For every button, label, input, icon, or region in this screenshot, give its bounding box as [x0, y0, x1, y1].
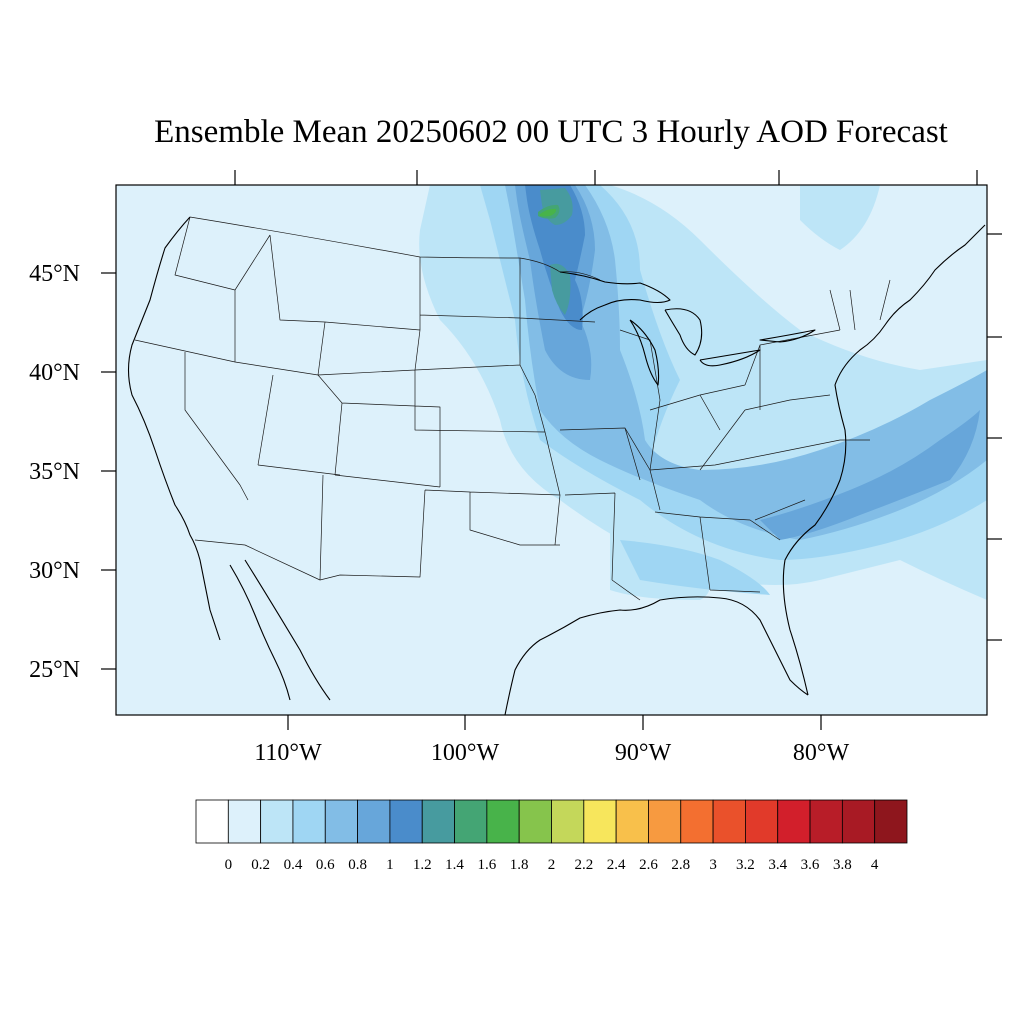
- great-lakes: [559, 271, 816, 386]
- latitude-labels: 45°N 40°N 35°N 30°N 25°N: [29, 261, 80, 683]
- colorbar-label: 3.8: [833, 857, 852, 873]
- colorbar-swatch: [583, 799, 617, 844]
- colorbar-swatch: [615, 799, 649, 844]
- colorbar-label: 2.2: [574, 857, 593, 873]
- colorbar-swatch: [841, 799, 876, 844]
- colorbar-label: 1: [386, 857, 394, 873]
- map-panel: 110°W 100°W 90°W 80°W 45°N 40°N 35°N 30°…: [29, 170, 1002, 766]
- lon-label: 110°W: [254, 740, 322, 766]
- baja-gulf-coast: [229, 559, 331, 701]
- colorbar-swatch: [809, 799, 843, 844]
- colorbar-label: 1.6: [477, 857, 496, 873]
- aod-contour-1.6-1.8: [540, 208, 557, 217]
- lat-label: 25°N: [29, 657, 80, 683]
- colorbar-label: 1.8: [510, 857, 529, 873]
- colorbar-swatch: [486, 799, 520, 844]
- colorbar: 0 0.2 0.4 0.6 0.8 1 1.2 1.4 1.6 1.8 2 2.2 2.4 2.6 2.8 3…: [195, 799, 908, 873]
- colorbar-label: 2.8: [671, 857, 690, 873]
- lon-label: 100°W: [431, 740, 500, 766]
- aod-contour-0.6-0.8: [505, 185, 987, 540]
- colorbar-label: 2.4: [607, 857, 626, 873]
- colorbar-label: 3.2: [736, 857, 755, 873]
- longitude-labels: 110°W 100°W 90°W 80°W: [254, 740, 849, 766]
- colorbar-swatch: [712, 799, 746, 844]
- lat-label: 30°N: [29, 558, 80, 584]
- colorbar-swatch: [324, 799, 358, 844]
- coastlines: [127, 216, 986, 715]
- colorbar-swatch: [745, 799, 779, 844]
- colorbar-swatch: [195, 799, 229, 844]
- colorbar-swatch: [227, 799, 262, 844]
- colorbar-swatch: [777, 799, 811, 844]
- gulf-coast: [504, 596, 809, 715]
- aod-field: [419, 185, 987, 600]
- colorbar-swatch: [260, 799, 294, 844]
- lat-label: 40°N: [29, 360, 80, 386]
- colorbar-swatch: [518, 799, 552, 844]
- lat-label: 35°N: [29, 459, 80, 485]
- colorbar-label: 0.2: [251, 857, 270, 873]
- aod-contour-0.4-0.6-gulf: [620, 540, 770, 595]
- map-frame: [115, 184, 988, 716]
- colorbar-label: 0.8: [348, 857, 367, 873]
- state-borders: [134, 216, 891, 601]
- colorbar-swatch: [680, 799, 714, 844]
- colorbar-label: 1.2: [413, 857, 432, 873]
- colorbar-label: 2.6: [639, 857, 658, 873]
- colorbar-label: 0: [225, 857, 233, 873]
- colorbar-swatch: [421, 799, 455, 844]
- colorbar-label: 3.4: [768, 857, 787, 873]
- lon-label: 90°W: [615, 740, 672, 766]
- colorbar-label: 3.6: [801, 857, 820, 873]
- colorbar-swatch: [292, 799, 326, 844]
- colorbar-label: 2: [548, 857, 556, 873]
- colorbar-label: 0.6: [316, 857, 335, 873]
- colorbar-swatch: [357, 799, 391, 844]
- atlantic-coast: [782, 224, 986, 696]
- colorbar-swatch: [874, 799, 908, 844]
- lat-label: 45°N: [29, 261, 80, 287]
- colorbar-label: 0.4: [284, 857, 303, 873]
- aod-contour-0.8-1.0-se: [760, 410, 980, 540]
- colorbar-swatch: [389, 799, 423, 844]
- axis-ticks: [101, 170, 1002, 730]
- west-coast: [127, 216, 221, 641]
- plot-title: Ensemble Mean 20250602 00 UTC 3 Hourly A…: [154, 114, 948, 150]
- colorbar-swatch: [648, 799, 682, 844]
- lon-label: 80°W: [793, 740, 850, 766]
- colorbar-swatch: [551, 799, 585, 844]
- aod-contour-0.2-0.4-ne: [800, 185, 880, 250]
- aod-contour-1.2-1.4-b: [550, 263, 571, 315]
- colorbar-label: 1.4: [445, 857, 464, 873]
- colorbar-label: 4: [871, 857, 879, 873]
- colorbar-label: 3: [709, 857, 717, 873]
- colorbar-swatch: [454, 799, 488, 844]
